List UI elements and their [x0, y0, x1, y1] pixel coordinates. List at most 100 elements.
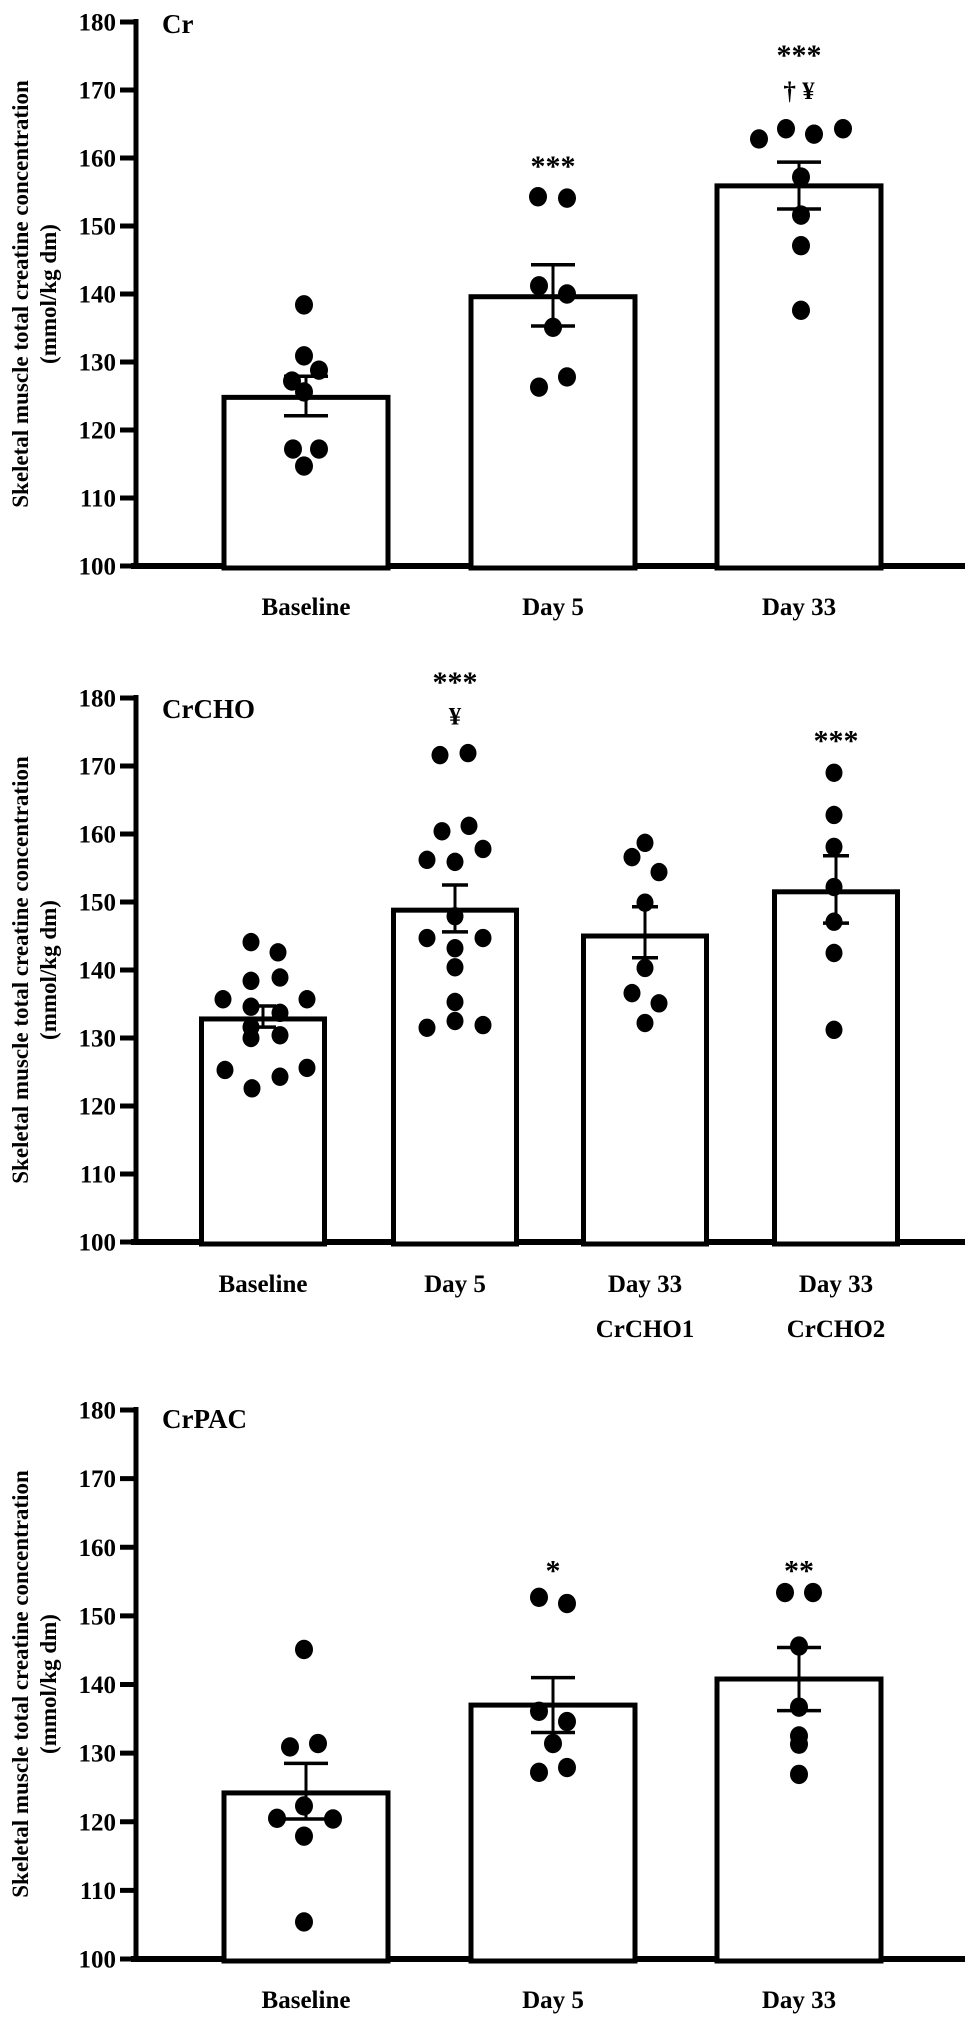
panel-cr: 180 170 160 150 140 130 120 110 100 Skeletal musc… [8, 9, 965, 621]
data-point [558, 188, 576, 208]
data-point [271, 1067, 289, 1086]
data-point [216, 1060, 234, 1080]
data-point [243, 1079, 261, 1098]
data-point [792, 236, 810, 256]
y-tick-label: 170 [79, 754, 117, 781]
data-point [283, 371, 301, 391]
data-point [825, 943, 843, 963]
bar [221, 1790, 391, 1964]
data-point [804, 1582, 822, 1603]
y-tick-label: 140 [79, 1672, 117, 1699]
data-point [459, 743, 477, 763]
data-point [446, 992, 464, 1012]
data-point [825, 763, 843, 782]
y-axis-title-line1: Skeletal muscle total creatine concentra… [8, 80, 33, 508]
data-point [650, 862, 668, 882]
data-point [544, 317, 562, 338]
data-point [650, 994, 668, 1013]
data-point [281, 1737, 299, 1757]
x-category-label: Day 33 [799, 1271, 873, 1298]
data-point [431, 745, 449, 765]
data-point [636, 958, 654, 978]
data-point [776, 1582, 794, 1603]
panel-title: CrPAC [162, 1404, 247, 1434]
y-tick-label: 100 [79, 1230, 117, 1257]
y-tick-label: 150 [79, 214, 117, 241]
significance-marker: ** [784, 1554, 814, 1587]
data-point [792, 205, 810, 225]
data-point [214, 990, 232, 1009]
bar-group-day-33-crcho1: Day 33 CrCHO1 [581, 833, 709, 1343]
data-point [309, 1733, 327, 1754]
y-tick-label: 120 [79, 1094, 117, 1121]
x-category-label: Day 5 [522, 1987, 584, 2014]
bar [714, 1676, 884, 1964]
bar-group-baseline: Baseline [221, 295, 391, 621]
y-axis-title-line2: (mmol/kg dm) [36, 900, 61, 1040]
y-tick-label: 120 [79, 418, 117, 445]
data-point [271, 1026, 289, 1045]
data-point [558, 284, 576, 304]
y-tick-label: 110 [80, 486, 116, 513]
x-category-sublabel: CrCHO1 [596, 1316, 695, 1343]
panel-title: Cr [162, 9, 193, 39]
significance-marker: *** [777, 39, 822, 72]
panel-crcho: 180 170 160 150 140 130 120 110 100 Skeletal musc… [8, 666, 965, 1343]
bar-group-day-5: * Day 5 [468, 1554, 638, 2014]
data-point [242, 932, 260, 952]
y-tick-label: 150 [79, 890, 117, 917]
data-point [295, 456, 313, 476]
y-tick-label: 160 [79, 822, 117, 849]
data-point [792, 300, 810, 321]
data-point [529, 187, 547, 207]
significance-marker: *** [531, 150, 576, 183]
data-point [271, 1003, 289, 1023]
data-point [636, 1013, 654, 1033]
data-point [271, 968, 289, 987]
data-point [446, 1011, 464, 1031]
bar-group-baseline: Baseline [221, 1639, 391, 2014]
data-point [834, 119, 852, 139]
data-point [777, 119, 795, 139]
x-category-label: Day 33 [608, 1271, 682, 1298]
data-point [530, 1587, 548, 1608]
data-point [530, 1701, 548, 1721]
bar [468, 294, 638, 571]
significance-marker: ¥ [449, 704, 462, 731]
data-point [298, 990, 316, 1009]
y-axis-title-line2: (mmol/kg dm) [36, 224, 61, 364]
data-point [295, 1796, 313, 1816]
significance-marker: † ¥ [783, 78, 815, 105]
data-point [295, 346, 313, 366]
data-point [310, 360, 328, 380]
x-category-label: Baseline [262, 1987, 351, 2014]
data-point [284, 439, 302, 459]
data-point [295, 1826, 313, 1846]
y-tick-label: 140 [79, 282, 117, 309]
bar-group-day-5: *** Day 5 [468, 150, 638, 621]
data-point [530, 377, 548, 397]
data-point [269, 943, 287, 962]
y-tick-label: 130 [79, 350, 117, 377]
data-point [558, 1711, 576, 1732]
data-point [446, 907, 464, 926]
data-point [825, 805, 843, 825]
y-tick-label: 180 [79, 686, 117, 713]
data-point [310, 439, 328, 459]
data-point [790, 1764, 808, 1785]
y-tick-label: 170 [79, 1466, 117, 1493]
panel-title: CrCHO [162, 694, 255, 724]
bar [199, 1016, 327, 1247]
y-tick-label: 120 [79, 1809, 117, 1836]
data-point [446, 939, 464, 958]
data-point [530, 1762, 548, 1783]
data-point [295, 295, 313, 315]
data-point [558, 1757, 576, 1778]
data-point [790, 1697, 808, 1717]
data-point [790, 1636, 808, 1656]
data-point [474, 928, 492, 948]
data-point [636, 893, 654, 912]
x-category-label: Baseline [262, 594, 351, 621]
